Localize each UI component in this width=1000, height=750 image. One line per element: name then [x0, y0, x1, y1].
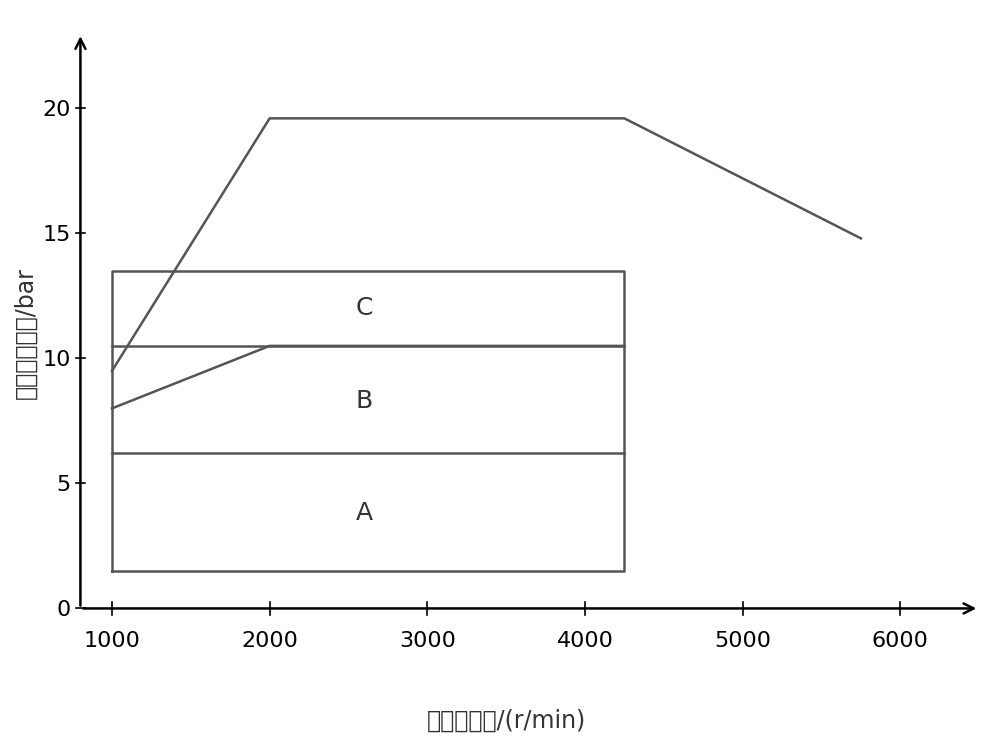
Text: B: B: [356, 389, 373, 413]
Text: A: A: [356, 502, 373, 526]
Text: 发动机转速/(r/min): 发动机转速/(r/min): [427, 709, 586, 733]
Text: C: C: [356, 296, 373, 320]
Text: 平均有效压力/bar: 平均有效压力/bar: [13, 268, 37, 399]
